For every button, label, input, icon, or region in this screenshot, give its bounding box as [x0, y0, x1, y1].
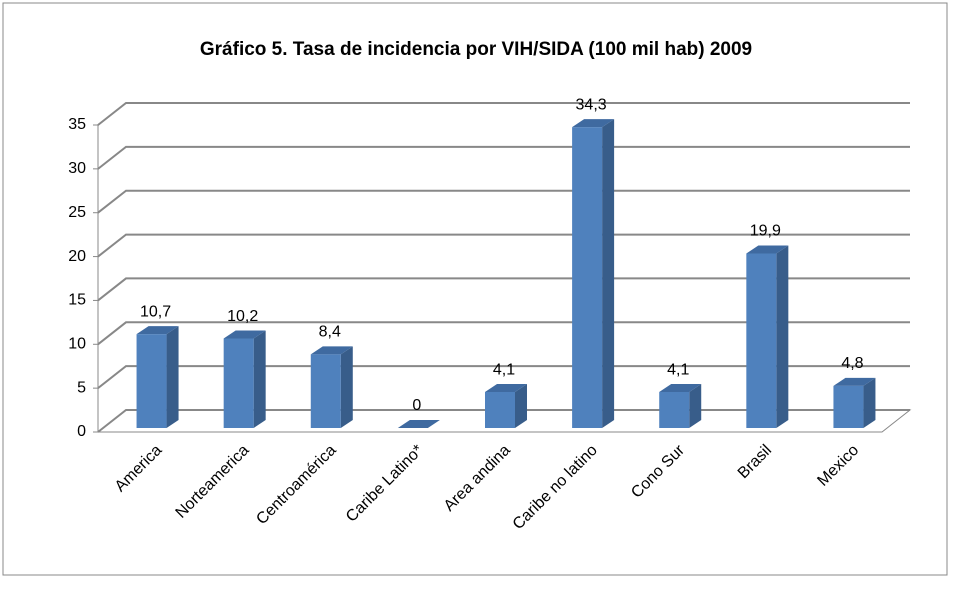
data-label: 4,1 — [667, 361, 689, 378]
data-label: 34,3 — [576, 96, 607, 113]
y-tick-label: 10 — [68, 336, 86, 353]
data-label: 19,9 — [750, 223, 781, 240]
bar-front — [572, 127, 602, 428]
bar — [659, 384, 701, 428]
chart-title: Gráfico 5. Tasa de incidencia por VIH/SI… — [200, 39, 752, 60]
bar-front — [746, 253, 776, 428]
chart: Gráfico 5. Tasa de incidencia por VIH/SI… — [0, 0, 958, 584]
bar — [833, 378, 875, 428]
bar-front — [833, 386, 863, 428]
y-tick-label: 35 — [68, 116, 86, 133]
bar-front — [659, 392, 689, 428]
bar — [137, 326, 179, 428]
data-label: 10,2 — [227, 308, 258, 325]
y-tick-label: 0 — [77, 423, 86, 440]
bar — [572, 119, 614, 428]
y-tick-label: 20 — [68, 248, 86, 265]
y-tick-label: 25 — [68, 204, 86, 221]
bar — [311, 346, 353, 428]
bar-front — [137, 334, 167, 428]
bar-side — [602, 119, 614, 428]
bar-side — [776, 245, 788, 428]
bar-front — [224, 339, 254, 428]
data-label: 0 — [412, 397, 421, 414]
bar-side — [167, 326, 179, 428]
data-label: 4,1 — [493, 361, 515, 378]
bar — [224, 331, 266, 428]
bar — [485, 384, 527, 428]
bar-side — [254, 331, 266, 428]
data-label: 8,4 — [319, 324, 341, 341]
y-tick-label: 5 — [77, 379, 86, 396]
bar-front — [485, 392, 515, 428]
bar-side — [863, 378, 875, 428]
bar-side — [341, 346, 353, 428]
y-tick-label: 15 — [68, 292, 86, 309]
data-label: 4,8 — [841, 355, 863, 372]
y-tick-label: 30 — [68, 160, 86, 177]
bar — [746, 245, 788, 428]
data-label: 10,7 — [140, 303, 171, 320]
bar-front — [311, 354, 341, 428]
